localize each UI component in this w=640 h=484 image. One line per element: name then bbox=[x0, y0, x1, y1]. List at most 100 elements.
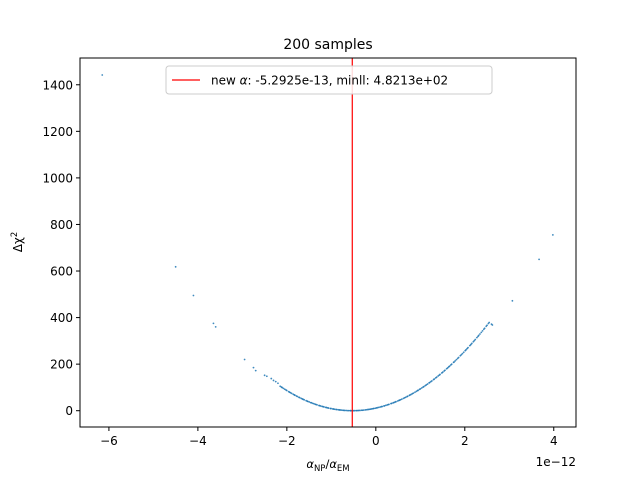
data-point bbox=[460, 353, 463, 356]
data-point bbox=[422, 385, 425, 388]
data-point bbox=[327, 407, 330, 409]
data-point bbox=[465, 348, 467, 351]
data-point bbox=[477, 334, 480, 337]
data-point bbox=[388, 403, 390, 406]
data-point bbox=[439, 373, 441, 376]
y-tick-label: 0 bbox=[65, 404, 73, 418]
data-point bbox=[254, 369, 257, 372]
legend-box bbox=[165, 65, 493, 95]
data-point bbox=[192, 294, 195, 297]
data-point bbox=[340, 409, 343, 412]
x-tick-label: −2 bbox=[278, 434, 296, 448]
data-point bbox=[285, 389, 288, 392]
data-point bbox=[420, 387, 423, 389]
data-point bbox=[101, 74, 104, 76]
data-point bbox=[412, 392, 415, 395]
data-point bbox=[454, 359, 457, 362]
data-point bbox=[538, 258, 540, 261]
y-tick-label: 600 bbox=[50, 265, 73, 279]
x-tick-label: 4 bbox=[550, 434, 558, 448]
x-tick-label: −6 bbox=[100, 434, 118, 448]
y-axis-label-sup: 2 bbox=[10, 232, 20, 237]
data-point bbox=[450, 363, 453, 366]
y-axis-label: Δχ2 bbox=[10, 232, 25, 253]
data-point bbox=[281, 386, 284, 389]
data-point bbox=[310, 401, 313, 404]
data-point bbox=[481, 329, 484, 332]
data-point bbox=[390, 402, 393, 405]
data-point bbox=[282, 387, 285, 390]
x-tick-label: 0 bbox=[372, 434, 380, 448]
data-point bbox=[444, 369, 446, 372]
y-tick-label: 1000 bbox=[42, 171, 73, 185]
data-point bbox=[470, 342, 473, 345]
data-point bbox=[265, 375, 268, 378]
legend-label-symbol: α bbox=[240, 74, 248, 88]
data-point bbox=[347, 409, 350, 412]
data-point bbox=[453, 361, 455, 363]
data-point bbox=[457, 356, 460, 359]
plot-frame bbox=[79, 57, 577, 428]
data-point bbox=[294, 394, 296, 397]
data-point bbox=[243, 358, 246, 361]
data-point bbox=[419, 388, 422, 390]
data-point bbox=[330, 407, 332, 410]
data-point bbox=[303, 398, 306, 401]
data-point bbox=[306, 400, 309, 403]
data-point bbox=[353, 409, 356, 412]
data-point bbox=[290, 392, 293, 395]
data-point bbox=[212, 322, 215, 325]
data-point bbox=[383, 404, 386, 407]
data-point bbox=[433, 378, 436, 380]
data-point bbox=[174, 265, 177, 268]
data-point bbox=[462, 351, 465, 354]
data-point bbox=[479, 333, 481, 335]
data-point bbox=[404, 396, 407, 399]
data-point bbox=[308, 401, 311, 403]
legend: new α: -5.2925e-13, minll: 4.8213e+02 bbox=[165, 65, 493, 95]
data-point bbox=[426, 383, 429, 385]
data-point bbox=[551, 234, 554, 236]
x-axis-label-sub1: NP bbox=[314, 464, 325, 474]
data-points bbox=[101, 74, 554, 412]
x-axis-ticks: −6 −4 −2 0 2 4 bbox=[100, 427, 558, 448]
data-point bbox=[474, 338, 477, 341]
x-axis-label-base: α bbox=[306, 457, 314, 471]
data-point bbox=[333, 408, 336, 411]
data-point bbox=[395, 400, 397, 403]
x-axis-offset-text: 1e−12 bbox=[536, 455, 576, 469]
data-point bbox=[323, 406, 325, 408]
x-tick-label: 2 bbox=[461, 434, 469, 448]
data-point bbox=[483, 327, 486, 330]
data-point bbox=[277, 382, 279, 385]
data-point bbox=[441, 371, 444, 374]
data-point bbox=[400, 398, 403, 401]
x-axis-label-sub2: EM bbox=[337, 464, 350, 474]
y-axis-ticks: 0 200 400 600 800 1000 1200 1400 bbox=[42, 78, 80, 418]
y-tick-label: 800 bbox=[50, 218, 73, 232]
data-point bbox=[435, 376, 438, 379]
data-point bbox=[319, 405, 322, 407]
x-axis-label: αNP/αEM bbox=[306, 457, 349, 474]
legend-label-prefix: new bbox=[211, 74, 240, 88]
x-axis-label-base2: α bbox=[329, 457, 337, 471]
data-point bbox=[296, 395, 299, 398]
y-tick-label: 400 bbox=[50, 311, 73, 325]
data-point bbox=[270, 377, 273, 380]
legend-label-suffix: : -5.2925e-13, minll: 4.8213e+02 bbox=[248, 74, 449, 88]
x-axis-label-slash: / bbox=[325, 457, 329, 471]
data-point bbox=[349, 409, 352, 412]
data-point bbox=[263, 374, 266, 377]
data-point bbox=[455, 358, 458, 361]
data-point bbox=[252, 366, 255, 369]
x-tick-label: −4 bbox=[189, 434, 207, 448]
data-point bbox=[377, 406, 380, 409]
data-point bbox=[511, 299, 514, 302]
data-point bbox=[343, 409, 346, 412]
data-point bbox=[448, 365, 451, 368]
data-point bbox=[480, 331, 483, 334]
y-tick-label: 200 bbox=[50, 358, 73, 372]
data-point bbox=[362, 409, 365, 411]
